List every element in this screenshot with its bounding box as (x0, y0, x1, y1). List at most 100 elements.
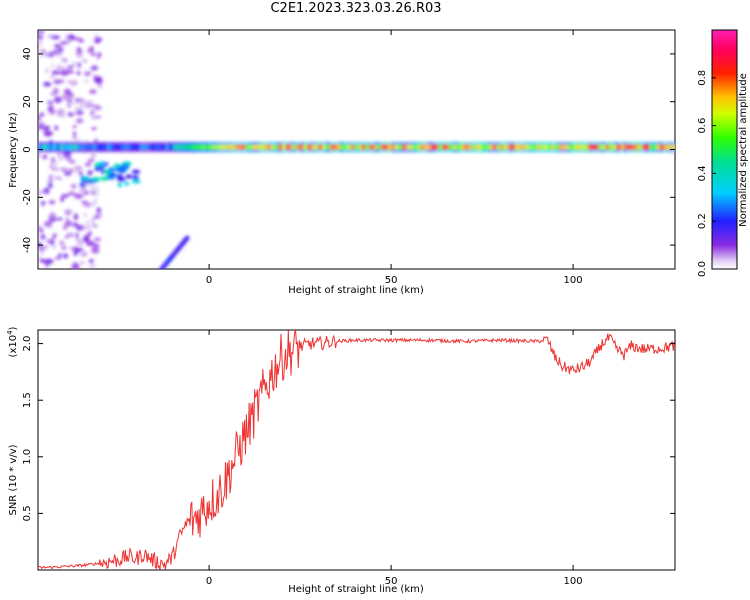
spectrogram-noise-blob (49, 75, 56, 78)
spectrogram-ytick-label: 20 (22, 95, 33, 108)
spectrogram-line-core (176, 144, 181, 150)
spectrogram-noise-blob (43, 125, 51, 130)
spectrogram-noise-blob (49, 160, 59, 166)
spectrogram-panel: 0 50 100 -40 -20 0 20 40 Height of straight lin… (8, 29, 676, 296)
spectrogram-line-core (292, 144, 297, 150)
spectrogram-line-core (463, 144, 468, 150)
spectrogram-line-core (209, 144, 213, 150)
spectrogram-noise-blob (75, 238, 84, 243)
spectrogram-line-core (118, 144, 122, 150)
spectrogram-line-core (234, 144, 239, 150)
spectrogram-band-blob (131, 169, 141, 174)
spectrogram-noise-blob (91, 116, 99, 119)
spectrogram-line-core (241, 144, 246, 150)
spectrogram-line-core (172, 144, 177, 150)
spectrogram-line-core (67, 144, 71, 150)
spectrogram-line-core (398, 144, 403, 150)
spectrogram-noise-blob (72, 125, 77, 129)
spectrogram-line-core (311, 144, 315, 150)
spectrogram-noise-blob (83, 213, 88, 217)
spectrogram-band-blob (94, 162, 101, 167)
spectrogram-line-core (383, 144, 388, 150)
spectrogram-noise-blob (38, 121, 45, 129)
spectrogram-noise-blob (40, 245, 49, 250)
snr-ytick-label: 0.5 (22, 505, 33, 521)
spectrogram-line-core (409, 144, 414, 150)
spectrogram-line-core (624, 144, 628, 150)
colorbar-ticks: 0.0 0.2 0.4 0.6 0.8 (697, 70, 716, 277)
spectrogram-noise-blob (95, 56, 101, 59)
spectrogram-noise-blob (48, 200, 56, 205)
spectrogram-line-core (351, 144, 355, 150)
spectrogram-line-core (190, 144, 195, 150)
spectrogram-noise-blob (63, 223, 68, 231)
spectrogram-line-core (645, 144, 650, 150)
spectrogram-band-blob (94, 166, 101, 171)
spectrogram-line-core (147, 144, 151, 150)
spectrogram-line-core (529, 144, 534, 150)
spectrogram-noise-blob (40, 233, 46, 240)
spectrogram-line-core (52, 144, 57, 150)
spectrogram-noise-blob (76, 50, 83, 58)
spectrogram-line-core (289, 144, 293, 150)
spectrogram-noise-blob (58, 240, 65, 246)
spectrogram-line-core (278, 144, 282, 150)
spectrogram-noise-blob (87, 173, 92, 176)
spectrogram-noise-blob (58, 79, 65, 84)
spectrogram-noise-blob (70, 183, 77, 189)
spectrogram-noise-blob (39, 251, 44, 256)
spectrogram-ytick-label: 40 (22, 48, 33, 61)
spectrogram-noise-blob (48, 174, 54, 179)
spectrogram-noise-blob (76, 71, 81, 76)
spectrogram-line-core (263, 144, 268, 150)
spectrogram-ytick-label: -20 (22, 189, 33, 205)
spectrogram-noise-blob (74, 107, 82, 111)
spectrogram-noise-blob (72, 222, 79, 228)
spectrogram-noise-blob (91, 247, 100, 254)
spectrogram-noise-blob (83, 71, 92, 77)
snr-panel: 0 50 100 0.5 1.0 1.5 2.0 Height of straight li… (6, 326, 676, 595)
spectrogram-noise-blob (86, 240, 95, 247)
spectrogram-line-core (165, 144, 170, 150)
spectrogram-noise-blob (72, 133, 77, 140)
spectrogram-line-core (638, 144, 643, 150)
spectrogram-line-core (569, 144, 574, 150)
spectrogram-line-core (325, 144, 330, 150)
spectrogram-line-core (438, 144, 443, 150)
spectrogram-line-core (329, 144, 333, 150)
spectrogram-noise-blob (84, 162, 92, 167)
spectrogram-noise-blob (43, 187, 50, 195)
spectrogram-line-core (416, 144, 421, 150)
spectrogram-noise-blob (38, 48, 43, 52)
spectrogram-line-core (584, 144, 588, 150)
spectrogram-line-core (103, 144, 108, 150)
snr-ylabel: SNR (10 * v/v) (8, 444, 19, 515)
spectrogram-line-core (281, 144, 286, 150)
spectrogram-line-core (89, 144, 93, 150)
spectrogram-line-core (547, 144, 552, 150)
spectrogram-noise-blob (73, 61, 77, 66)
spectrogram-noise-blob (60, 197, 65, 202)
spectrogram-line-core (154, 144, 159, 150)
spectrogram-noise-blob (58, 52, 63, 55)
spectrogram-line-core (180, 144, 184, 150)
spectrogram-noise-blob (61, 245, 67, 250)
spectrogram-line-core (489, 144, 494, 150)
spectrogram-noise-blob (90, 109, 96, 116)
spectrogram-line-core (343, 144, 348, 150)
spectrogram-noise-blob (51, 35, 60, 40)
spectrogram-noise-blob (83, 79, 90, 83)
spectrogram-noise-blob (47, 179, 54, 182)
spectrogram-line-core (300, 144, 304, 150)
spectrogram-noise-blob (60, 194, 70, 198)
spectrogram-line-core (340, 144, 344, 150)
spectrogram-noise-blob (88, 264, 96, 268)
spectrogram-noise-blob (51, 70, 61, 75)
spectrogram-band-blob (121, 164, 130, 169)
spectrogram-noise-blob (81, 224, 86, 231)
spectrogram-noise-blob (67, 104, 71, 108)
spectrogram-line-core (649, 144, 654, 150)
spectrogram-noise-blob (92, 243, 100, 249)
spectrogram-noise-blob (72, 261, 78, 264)
spectrogram-noise-blob (90, 52, 97, 56)
